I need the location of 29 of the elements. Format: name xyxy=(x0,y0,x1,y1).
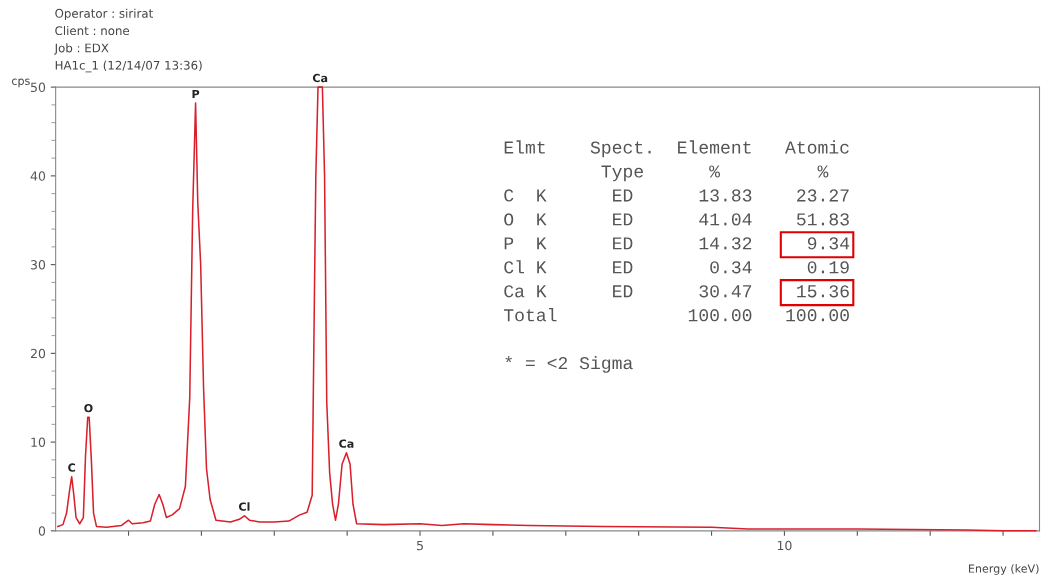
annotation: C xyxy=(68,463,76,472)
y-tick-label: 50 xyxy=(30,82,46,93)
y-tick-label: 40 xyxy=(30,171,46,181)
annotation: O K ED 41.04 51.83 xyxy=(504,213,849,226)
y-tick-label: 30 xyxy=(30,260,46,270)
annotation: * = <2 Sigma xyxy=(505,356,633,373)
annotation: Cl K ED 0.34 0.19 xyxy=(504,260,849,274)
text: Client : none xyxy=(55,25,130,36)
x-axis-title: Energy (keV) xyxy=(969,564,1039,575)
annotation: Total 100.00 100.00 xyxy=(503,308,849,322)
annotation: O xyxy=(84,403,93,413)
y-tick-label: 10 xyxy=(31,437,46,448)
text: Operator : sirirat xyxy=(55,8,153,21)
y-tick-label: 20 xyxy=(30,348,46,359)
annotation: Type % % xyxy=(601,165,829,182)
text: HA1c_1 (12/14/07 13:36) xyxy=(55,60,202,73)
y-axis-title: cps xyxy=(11,78,30,88)
annotation: Cl xyxy=(238,502,250,511)
annotation: Ca K ED 30.47 15.36 xyxy=(504,285,849,298)
text: Job : EDX xyxy=(53,43,109,55)
line-series xyxy=(57,86,1037,532)
annotation: C K ED 13.83 23.27 xyxy=(504,189,849,202)
annotation: P xyxy=(192,89,200,99)
annotation: Elmt Spect. Element Atomic xyxy=(504,140,849,158)
annotation: P K ED 14.32 9.34 xyxy=(504,237,850,250)
y-tick-label: 0 xyxy=(38,526,46,536)
annotation: Ca xyxy=(339,439,354,448)
x-tick-label: 5 xyxy=(417,540,423,551)
annotation: Ca xyxy=(312,73,328,83)
